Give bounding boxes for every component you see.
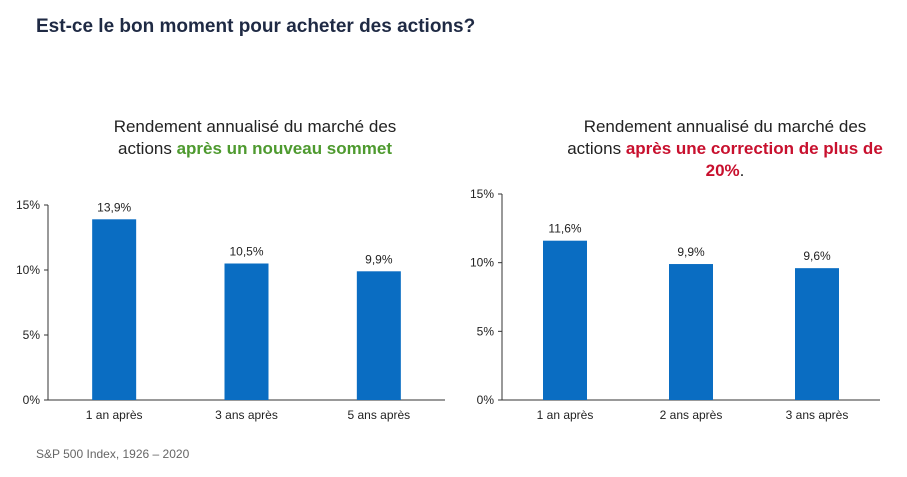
chart-2-bar [543, 240, 587, 400]
chart-2-y-tick-label: 5% [477, 324, 495, 338]
chart-1-data-label: 10,5% [229, 245, 263, 259]
chart-2-x-tick-label: 1 an après [537, 408, 594, 422]
chart-2-bar [795, 268, 839, 400]
chart-2-title: Rendement annualisé du marché des action… [560, 116, 890, 182]
chart-1-title-prefix: Rendement annualisé du marché des action… [113, 117, 397, 158]
page-title: Est-ce le bon moment pour acheter des ac… [36, 16, 476, 37]
chart-1-bar [92, 219, 137, 400]
chart-2-y-tick-label: 15% [470, 187, 494, 201]
chart-2-data-label: 9,9% [677, 245, 705, 259]
chart-2-title-suffix: . [739, 161, 745, 180]
chart-1-y-tick-label: 15% [16, 198, 40, 212]
chart-2-x-tick-label: 2 ans après [660, 408, 723, 422]
source-note: S&P 500 Index, 1926 – 2020 [36, 447, 190, 461]
chart-1-bar [356, 271, 401, 400]
chart-1-data-label: 13,9% [97, 200, 131, 214]
chart-1-y-tick-label: 0% [23, 393, 41, 407]
chart-2-y-tick-label: 10% [470, 256, 494, 270]
chart-1-y-tick-label: 10% [16, 263, 40, 277]
chart-1-y-tick-label: 5% [23, 328, 41, 342]
chart-2-bar [669, 264, 713, 400]
chart-2-title-prefix: Rendement annualisé du marché des action… [567, 117, 867, 158]
chart-2-y-tick-label: 0% [477, 393, 495, 407]
chart-1-bar [224, 263, 269, 400]
chart-2-x-tick-label: 3 ans après [786, 408, 849, 422]
chart-1-data-label: 9,9% [365, 252, 393, 266]
chart-2-data-label: 11,6% [548, 222, 581, 236]
chart-2-data-label: 9,6% [803, 249, 831, 263]
chart-1-title: Rendement annualisé du marché des action… [100, 116, 410, 160]
chart-2-title-highlight: après une correction de plus de 20% [625, 139, 883, 180]
chart-1-x-tick-label: 5 ans après [347, 408, 410, 422]
chart-1-x-tick-label: 3 ans après [215, 408, 278, 422]
chart-1-x-tick-label: 1 an après [86, 408, 143, 422]
chart-1-title-highlight: après un nouveau sommet [176, 139, 392, 158]
